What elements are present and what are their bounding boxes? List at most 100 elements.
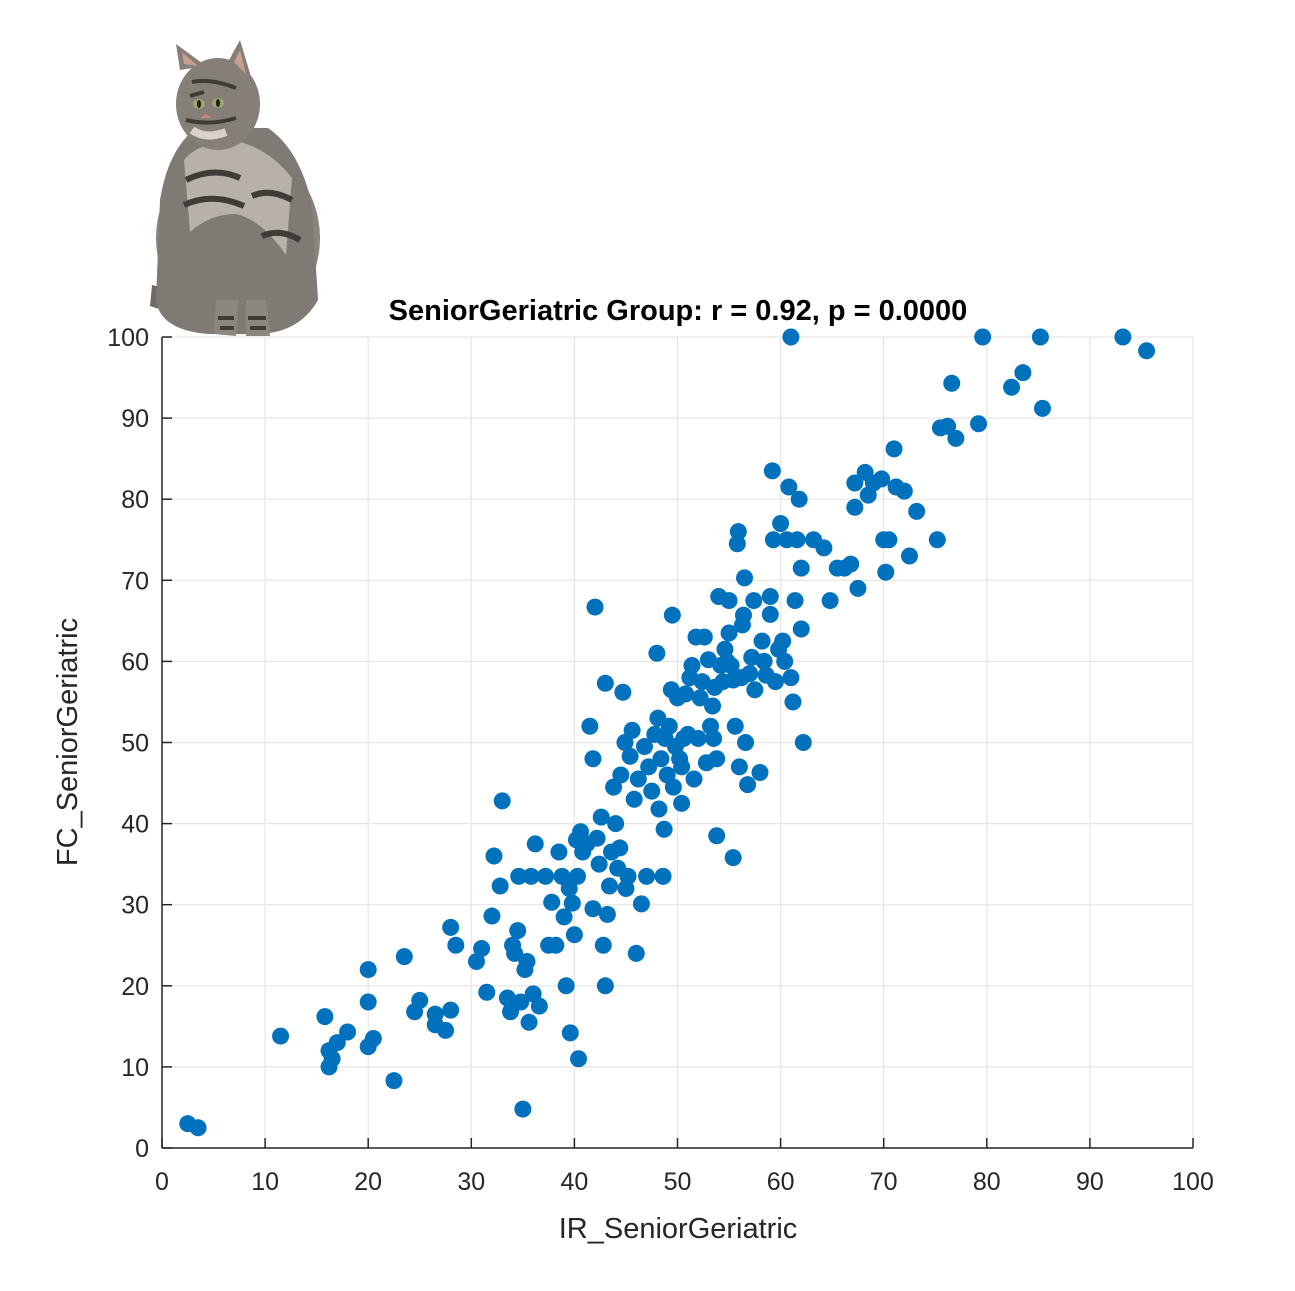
data-point-88 [627, 944, 645, 962]
data-point-48 [547, 936, 565, 954]
data-point-192 [873, 470, 891, 488]
data-point-141 [724, 849, 742, 867]
y-tick-label-6: 60 [121, 648, 149, 676]
data-point-178 [792, 620, 810, 638]
y-tick-label-3: 30 [121, 892, 149, 920]
data-point-209 [1014, 364, 1032, 382]
data-point-205 [947, 429, 965, 447]
data-point-71 [596, 977, 614, 995]
data-point-163 [764, 531, 782, 549]
data-point-16 [411, 991, 429, 1009]
data-point-47 [543, 893, 561, 911]
data-point-208 [1003, 378, 1021, 396]
data-point-20 [442, 1001, 460, 1019]
x-tick-label-6: 60 [767, 1168, 795, 1196]
data-point-36 [512, 993, 530, 1011]
data-point-114 [677, 685, 695, 703]
data-point-22 [447, 936, 465, 954]
data-point-41 [522, 867, 540, 885]
data-point-6 [323, 1050, 341, 1068]
data-point-123 [695, 628, 713, 646]
data-point-91 [636, 738, 654, 756]
x-tick-label-3: 30 [457, 1168, 485, 1196]
data-point-80 [612, 766, 630, 784]
x-tick-label-1: 10 [251, 1168, 279, 1196]
x-tick-label-7: 70 [870, 1168, 898, 1196]
data-point-19 [437, 1021, 455, 1039]
data-point-14 [395, 948, 413, 966]
data-point-111 [673, 758, 691, 776]
data-point-187 [846, 474, 864, 492]
data-point-151 [739, 776, 757, 794]
data-point-51 [555, 908, 573, 926]
data-point-130 [708, 750, 726, 768]
data-point-168 [776, 652, 794, 670]
data-point-58 [568, 867, 586, 885]
data-point-7 [328, 1034, 346, 1052]
data-point-64 [584, 750, 602, 768]
data-point-143 [728, 535, 746, 553]
data-point-150 [737, 734, 755, 751]
cat-photo [150, 40, 320, 336]
data-point-117 [683, 656, 701, 674]
data-point-65 [584, 900, 602, 918]
data-point-55 [563, 894, 581, 912]
data-point-70 [594, 936, 612, 954]
data-point-8 [339, 1023, 357, 1041]
data-point-120 [689, 729, 707, 747]
data-point-84 [619, 867, 637, 885]
data-point-96 [648, 644, 666, 662]
data-point-188 [849, 579, 867, 597]
data-point-167 [774, 632, 792, 650]
data-point-98 [650, 800, 668, 818]
data-point-118 [685, 770, 703, 788]
y-tick-label-2: 20 [121, 973, 149, 1001]
data-point-106 [663, 606, 681, 624]
data-point-56 [565, 926, 583, 944]
data-point-128 [705, 729, 723, 747]
data-point-39 [518, 952, 536, 970]
x-tick-label-4: 40 [560, 1168, 588, 1196]
data-point-35 [510, 867, 528, 885]
x-tick-label-10: 100 [1172, 1168, 1214, 1196]
data-point-170 [780, 478, 798, 496]
data-point-63 [581, 717, 599, 735]
y-tick-label-8: 80 [121, 486, 149, 514]
data-point-25 [478, 983, 496, 1001]
data-point-90 [632, 895, 650, 913]
data-point-112 [673, 794, 691, 812]
data-point-156 [751, 764, 769, 782]
data-point-85 [621, 747, 639, 765]
data-point-121 [691, 689, 709, 707]
data-point-24 [473, 939, 491, 957]
data-point-33 [506, 944, 524, 962]
data-point-86 [623, 721, 641, 739]
data-point-99 [652, 750, 670, 768]
data-point-186 [846, 498, 864, 516]
data-point-200 [908, 502, 926, 520]
data-point-1 [189, 1119, 207, 1137]
data-point-175 [788, 531, 806, 549]
data-point-104 [660, 717, 678, 735]
data-point-29 [493, 792, 511, 810]
chart-title: SeniorGeriatric Group: r = 0.92, p = 0.0… [389, 295, 968, 327]
x-tick-label-0: 0 [155, 1168, 169, 1196]
y-tick-label-4: 40 [121, 811, 149, 839]
data-point-173 [784, 693, 802, 711]
data-point-152 [741, 665, 759, 683]
data-point-181 [815, 539, 833, 557]
data-point-155 [746, 681, 764, 699]
data-point-179 [794, 734, 812, 751]
data-point-158 [755, 652, 773, 670]
data-point-194 [877, 563, 895, 581]
data-point-144 [729, 523, 747, 541]
axes [161, 336, 1194, 1149]
y-tick-label-7: 70 [121, 567, 149, 595]
data-points [179, 328, 1156, 1137]
y-tick-label-1: 10 [121, 1054, 149, 1082]
data-point-203 [939, 417, 957, 435]
data-point-49 [550, 843, 568, 861]
x-tick-label-5: 50 [664, 1168, 692, 1196]
data-point-162 [763, 462, 781, 480]
data-point-79 [611, 839, 629, 857]
